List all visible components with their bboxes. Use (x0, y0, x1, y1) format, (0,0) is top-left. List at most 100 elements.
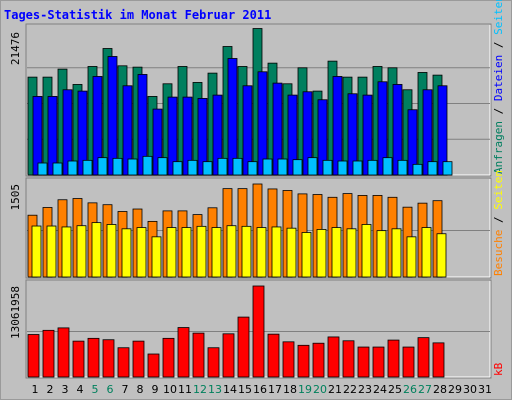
day-label-30: 30 (463, 383, 477, 396)
bar-dateien-day-13 (212, 94, 223, 176)
bar-seiten-day-25 (397, 159, 408, 176)
series-dateien (32, 56, 448, 176)
panel-hits-files-pages: 21476 Anfragen / Dateien / Seiten (9, 0, 505, 177)
bar-kb-day-7 (117, 347, 130, 378)
bar-dateien-day-16 (257, 71, 268, 176)
legend-part: Seiten (492, 170, 505, 210)
bar-kb-day-16 (252, 285, 265, 378)
bar-kb-day-18 (282, 341, 295, 378)
bar-seiten-day-26 (412, 163, 423, 176)
bar-seiten-day-7 (121, 228, 132, 278)
day-label-24: 24 (373, 383, 387, 396)
day-label-10: 10 (163, 383, 177, 396)
day-label-12: 12 (193, 383, 207, 396)
bar-dateien-day-18 (287, 94, 298, 176)
bar-kb-day-15 (237, 316, 250, 378)
bar-dateien-day-12 (197, 98, 208, 176)
bar-kb-day-4 (72, 340, 85, 378)
bar-seiten-day-21 (337, 160, 348, 176)
bar-dateien-day-14 (227, 58, 238, 176)
legend-part: Dateien (492, 55, 505, 101)
bar-seiten-day-20 (322, 159, 333, 176)
bar-dateien-day-2 (47, 96, 58, 176)
legend-part: Anfragen (492, 121, 505, 174)
bar-seiten-day-22 (352, 160, 363, 176)
bar-kb-day-14 (222, 333, 235, 378)
bar-dateien-day-20 (317, 99, 328, 176)
bar-kb-day-22 (342, 340, 355, 378)
bar-dateien-day-27 (422, 89, 433, 176)
bar-seiten-day-1 (37, 162, 48, 176)
day-label-1: 1 (32, 383, 39, 396)
legend-part: / (492, 101, 505, 121)
bar-dateien-day-1 (32, 96, 43, 176)
bar-dateien-day-10 (167, 96, 178, 176)
bar-dateien-day-8 (137, 74, 148, 176)
day-label-18: 18 (283, 383, 297, 396)
bar-kb-day-25 (387, 339, 400, 378)
bar-seiten-day-27 (427, 161, 438, 176)
bar-seiten-day-28 (442, 161, 453, 176)
bar-kb-day-12 (192, 332, 205, 378)
day-label-16: 16 (253, 383, 267, 396)
bar-dateien-day-24 (377, 81, 388, 176)
bar-kb-day-28 (432, 342, 445, 378)
day-axis-labels: 1 2 3 4 5 6 7 8 9 10 11 12 13 14 15 16 17 18 19 20 21 22 23 24 2… (32, 383, 493, 396)
legend-part: Seiten (492, 0, 505, 35)
y-max-label: 21476 (9, 32, 22, 65)
day-label-9: 9 (152, 383, 159, 396)
bar-seiten-day-15 (247, 161, 258, 176)
legend-part: / (492, 35, 505, 55)
bar-dateien-day-7 (122, 85, 133, 176)
bar-seiten-day-13 (211, 227, 222, 278)
bar-kb-day-1 (27, 334, 40, 378)
bar-dateien-day-3 (62, 89, 73, 176)
bar-seiten-day-22 (346, 228, 357, 278)
bar-seiten-day-14 (226, 225, 237, 278)
bar-kb-day-11 (177, 327, 190, 378)
day-label-8: 8 (137, 383, 144, 396)
bar-seiten-day-26 (406, 236, 417, 278)
bar-seiten-day-28 (436, 233, 447, 278)
bar-kb-day-20 (312, 342, 325, 378)
bar-seiten-day-21 (331, 227, 342, 278)
bar-seiten-day-5 (91, 222, 102, 278)
bar-seiten-day-24 (376, 230, 387, 278)
legend-middle: Besuche / Seiten (492, 170, 505, 276)
bar-kb-day-24 (372, 346, 385, 378)
legend-part: Besuche (492, 230, 505, 276)
bar-seiten-day-4 (76, 225, 87, 278)
day-label-2: 2 (47, 383, 54, 396)
bar-seiten-day-23 (367, 159, 378, 176)
bar-seiten-day-24 (382, 157, 393, 176)
day-label-7: 7 (122, 383, 129, 396)
day-label-14: 14 (223, 383, 237, 396)
day-label-11: 11 (178, 383, 192, 396)
bar-dateien-day-6 (107, 56, 118, 176)
bar-seiten-day-25 (391, 228, 402, 278)
bar-seiten-day-2 (46, 225, 57, 278)
bar-seiten-day-27 (421, 227, 432, 278)
day-label-13: 13 (208, 383, 222, 396)
bar-seiten-day-18 (286, 227, 297, 278)
panel-visits-sites: 1505 Besuche / Seiten (9, 170, 505, 279)
bar-seiten-day-6 (112, 157, 123, 176)
bar-kb-day-9 (147, 353, 160, 378)
legend-part: kB (492, 362, 505, 376)
bar-kb-day-13 (207, 347, 220, 378)
bar-seiten-day-3 (67, 160, 78, 176)
day-label-31: 31 (478, 383, 492, 396)
bar-dateien-day-22 (347, 93, 358, 176)
series-seiten (37, 155, 453, 176)
day-label-15: 15 (238, 383, 252, 396)
bar-dateien-day-11 (182, 96, 193, 176)
bar-dateien-day-19 (302, 91, 313, 176)
bar-seiten-day-11 (181, 227, 192, 278)
day-label-27: 27 (418, 383, 432, 396)
bar-kb-day-17 (267, 333, 280, 378)
bar-seiten-day-23 (361, 224, 372, 278)
day-label-6: 6 (107, 383, 114, 396)
bar-dateien-day-5 (92, 76, 103, 176)
day-label-25: 25 (388, 383, 402, 396)
